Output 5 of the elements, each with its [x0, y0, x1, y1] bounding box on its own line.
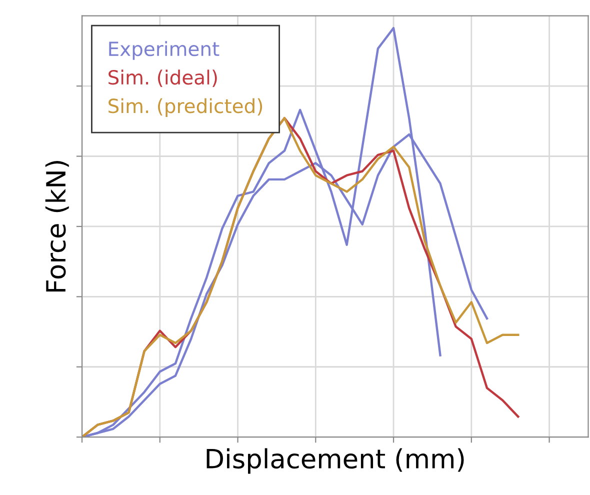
- series-label: Sim. (predicted): [108, 98, 262, 118]
- text: Sim. (ideal): [108, 70, 217, 87]
- x-axis-title: Displacement (mm): [206, 448, 464, 474]
- y-axis-title: Force (kN): [45, 161, 69, 292]
- text: Experiment: [109, 41, 220, 60]
